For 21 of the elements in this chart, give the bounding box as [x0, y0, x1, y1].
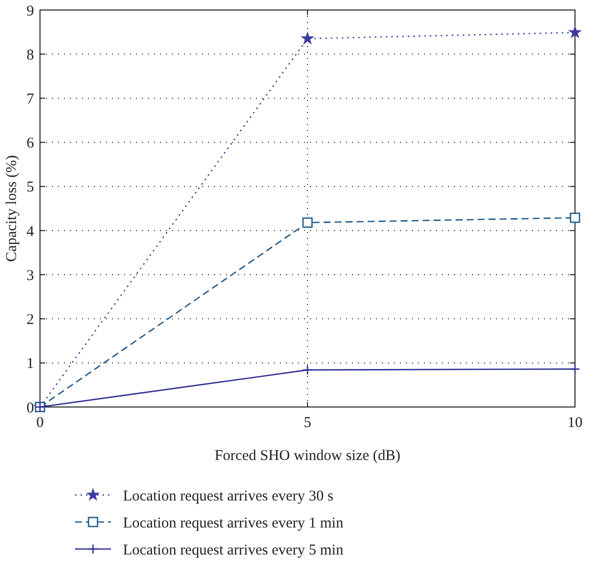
x-axis-title: Forced SHO window size (dB): [214, 448, 400, 464]
legend-label: Location request arrives every 1 min: [123, 515, 344, 532]
y-tick-label: 7: [26, 91, 34, 108]
y-tick-label: 9: [26, 3, 34, 20]
x-tick-label: 10: [568, 415, 582, 431]
y-axis-title: Capacity loss (%): [4, 155, 20, 262]
x-tick-label: 5: [304, 415, 312, 431]
y-tick-label: 2: [26, 312, 34, 328]
y-tick-label: 8: [26, 47, 34, 64]
y-tick-label: 3: [26, 268, 34, 284]
y-tick-label: 4: [26, 224, 34, 240]
point: [568, 26, 582, 38]
legend-label: Location request arrives every 30 s: [123, 488, 334, 504]
point: [301, 32, 314, 44]
legend-label: Location request arrives every 5 min: [123, 542, 344, 558]
point: [570, 212, 580, 223]
y-tick-label: 0: [26, 400, 34, 416]
y-tick-label: 5: [26, 180, 34, 196]
y-tick-label: 6: [26, 136, 34, 152]
point: [302, 217, 313, 228]
y-tick-label: 1: [26, 356, 34, 372]
